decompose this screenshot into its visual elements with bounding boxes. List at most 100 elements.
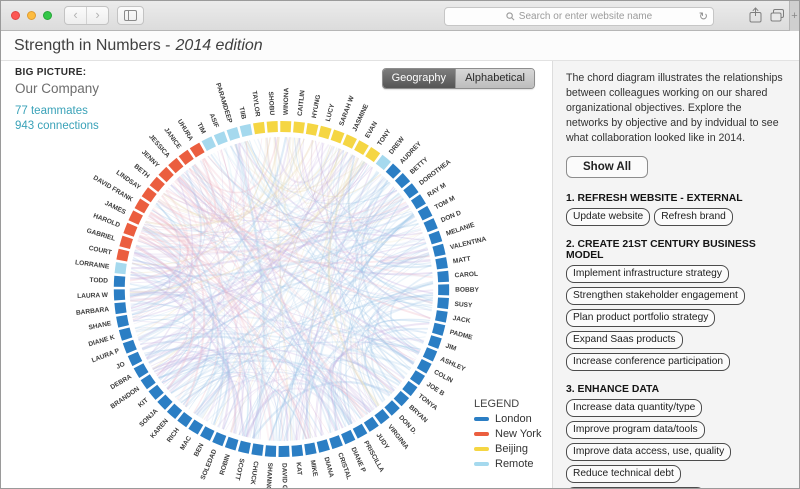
person-arc[interactable] (188, 419, 204, 435)
person-label[interactable]: DAVID G (280, 463, 287, 489)
person-arc[interactable] (329, 435, 343, 450)
person-arc[interactable] (384, 400, 400, 416)
person-arc[interactable] (435, 310, 448, 323)
person-arc[interactable] (342, 134, 357, 149)
person-label[interactable]: TIM (195, 122, 207, 136)
objective-button[interactable]: Plan product portfolio strategy (566, 309, 716, 328)
person-arc[interactable] (148, 384, 164, 400)
person-label[interactable]: KAREN (149, 418, 170, 440)
person-label[interactable]: JIM (444, 343, 457, 353)
objective-button[interactable]: Expand Saas products (566, 331, 683, 350)
tabs-button[interactable] (770, 8, 785, 28)
person-label[interactable]: SCOTT (233, 458, 245, 481)
person-label[interactable]: TAYLOR (250, 90, 261, 117)
person-label[interactable]: JACK (452, 315, 471, 325)
person-arc[interactable] (166, 403, 183, 419)
person-label[interactable]: TOM M (434, 195, 457, 212)
person-label[interactable]: WINONA (283, 87, 291, 115)
person-label[interactable]: SUSY (454, 301, 473, 310)
share-button[interactable] (749, 7, 762, 28)
objective-button[interactable]: Improve program data/tools (566, 421, 705, 440)
person-arc[interactable] (318, 125, 332, 140)
person-label[interactable]: PADME (449, 329, 474, 342)
new-tab-button[interactable]: + (789, 1, 799, 31)
person-arc[interactable] (114, 302, 127, 315)
person-label[interactable]: SHANE (88, 320, 113, 332)
person-arc[interactable] (149, 176, 165, 192)
person-label[interactable]: SARAH W (338, 94, 356, 127)
person-arc[interactable] (428, 230, 443, 245)
person-arc[interactable] (352, 423, 368, 439)
objective-button[interactable]: Increase data quantity/type (566, 399, 703, 418)
view-toggle-geography[interactable]: Geography (382, 69, 456, 88)
person-arc[interactable] (280, 120, 292, 133)
person-arc[interactable] (341, 429, 356, 445)
person-label[interactable]: JO (115, 361, 126, 371)
person-arc[interactable] (141, 187, 157, 203)
person-label[interactable]: UHURA (176, 118, 194, 142)
person-label[interactable]: HYUNG (311, 94, 322, 119)
person-arc[interactable] (374, 409, 390, 425)
objective-button[interactable]: Implement infrastructure strategy (566, 265, 729, 284)
person-arc[interactable] (177, 412, 193, 428)
person-label[interactable]: DON D (440, 209, 462, 224)
person-label[interactable]: BETTY (409, 156, 430, 176)
person-label[interactable]: RAY M (426, 182, 447, 199)
person-arc[interactable] (437, 270, 449, 283)
person-arc[interactable] (128, 210, 143, 225)
person-label[interactable]: MATT (452, 256, 471, 266)
person-arc[interactable] (432, 322, 446, 336)
person-label[interactable]: TONYA (417, 393, 439, 412)
person-label[interactable]: JAMES (103, 200, 127, 217)
objective-button[interactable]: Update website (566, 208, 651, 227)
person-label[interactable]: ROBIN (219, 453, 232, 476)
person-arc[interactable] (423, 218, 438, 233)
person-arc[interactable] (437, 297, 449, 310)
person-arc[interactable] (201, 136, 217, 151)
person-arc[interactable] (365, 147, 381, 163)
person-label[interactable]: RICH (166, 427, 181, 444)
person-label[interactable]: JOE B (425, 381, 446, 398)
person-arc[interactable] (410, 194, 426, 210)
person-label[interactable]: TODD (89, 277, 108, 285)
person-label[interactable]: DON D. (397, 414, 418, 436)
person-arc[interactable] (385, 163, 401, 179)
person-arc[interactable] (432, 243, 446, 257)
person-label[interactable]: LUCY (325, 103, 337, 123)
person-label[interactable]: DEBRA (109, 373, 133, 391)
person-arc[interactable] (330, 129, 345, 144)
person-label[interactable]: BOBBY (455, 287, 479, 294)
person-arc[interactable] (305, 123, 319, 136)
person-arc[interactable] (416, 359, 432, 374)
person-arc[interactable] (427, 335, 442, 349)
person-label[interactable]: TONY (376, 128, 392, 147)
person-arc[interactable] (422, 347, 438, 362)
minimize-button[interactable] (27, 11, 36, 20)
person-arc[interactable] (264, 445, 277, 457)
person-arc[interactable] (251, 443, 264, 456)
refresh-icon[interactable]: ↻ (698, 11, 708, 23)
person-arc[interactable] (375, 154, 391, 171)
person-label[interactable]: SHOBU (267, 91, 275, 115)
person-arc[interactable] (157, 394, 173, 410)
person-label[interactable]: COURT (88, 245, 112, 257)
person-arc[interactable] (140, 374, 156, 390)
objective-button[interactable]: Reduce technical debt (566, 465, 681, 484)
person-arc[interactable] (127, 351, 143, 367)
person-label[interactable]: TIIB (237, 106, 247, 120)
person-label[interactable]: CAROL (454, 271, 478, 280)
zoom-button[interactable] (43, 11, 52, 20)
person-label[interactable]: LAURA W (77, 292, 109, 300)
objective-button[interactable]: Strengthen stakeholder engagement (566, 287, 745, 306)
person-arc[interactable] (133, 363, 149, 378)
person-label[interactable]: ASIF (208, 112, 220, 129)
person-label[interactable]: JENNY (140, 149, 161, 170)
person-arc[interactable] (435, 257, 448, 270)
person-label[interactable]: DIANE K (88, 334, 116, 348)
person-arc[interactable] (409, 370, 426, 386)
person-label[interactable]: GABRIEL (86, 227, 116, 242)
person-label[interactable]: LAURA P (91, 347, 121, 364)
forward-button[interactable]: › (86, 7, 108, 24)
back-button[interactable]: ‹ (73, 7, 78, 22)
person-arc[interactable] (134, 198, 150, 214)
